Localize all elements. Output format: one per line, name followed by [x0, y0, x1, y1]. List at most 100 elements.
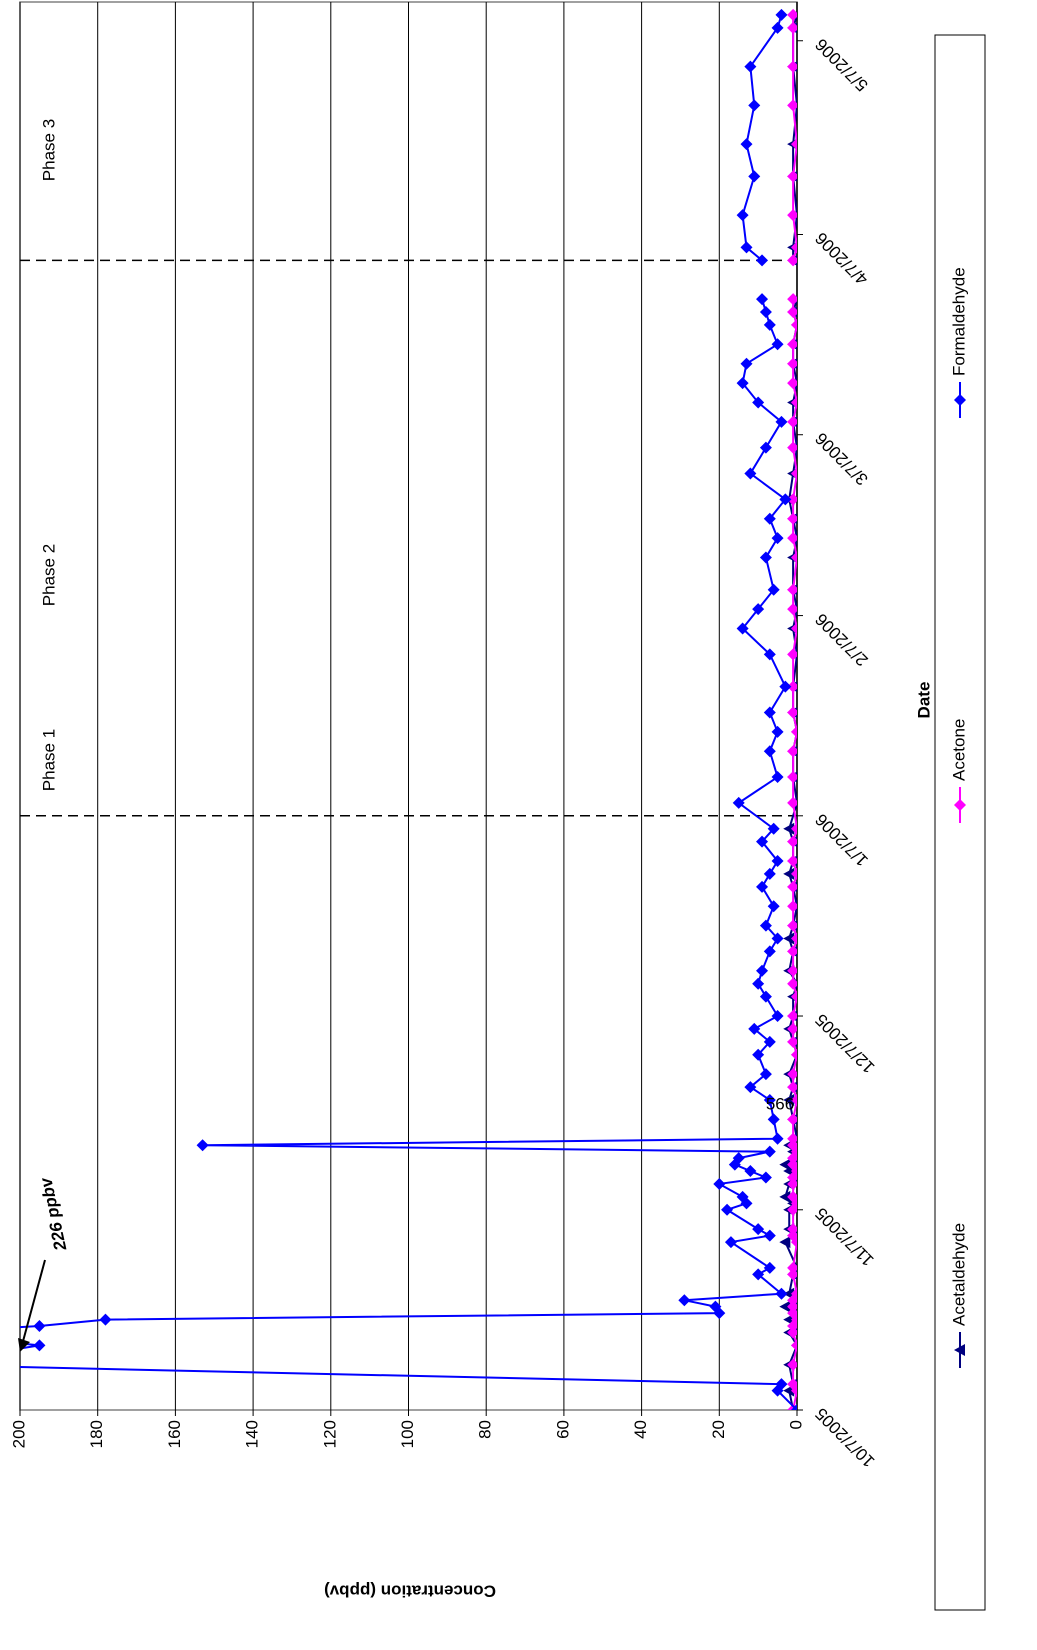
data-point	[771, 932, 784, 945]
data-point	[791, 1287, 797, 1300]
data-point	[791, 1404, 797, 1410]
x-tick-label: 11/7/2005	[812, 1204, 878, 1270]
data-point	[787, 512, 797, 525]
y-tick-label: 180	[87, 1420, 106, 1448]
data-point	[787, 706, 797, 719]
data-point	[787, 1139, 797, 1152]
data-point	[763, 1229, 776, 1242]
data-point	[740, 1197, 753, 1210]
data-point	[783, 867, 795, 880]
data-point	[748, 99, 761, 112]
data-point	[775, 415, 788, 428]
rotated-chart: Date Concentration (ppbv) 0 20 40 60 80 100 12…	[9, 1, 986, 1611]
data-point	[787, 919, 797, 932]
data-point	[791, 725, 797, 738]
data-point	[775, 8, 788, 21]
data-point	[736, 377, 749, 390]
data-point	[787, 441, 797, 454]
data-point	[787, 1177, 797, 1190]
x-tick-label: 12/7/2005	[812, 1010, 879, 1077]
data-point	[787, 1035, 797, 1048]
data-point	[787, 1022, 797, 1035]
annotation-arrowhead	[18, 1338, 30, 1352]
data-point	[787, 209, 797, 222]
data-point	[787, 21, 797, 34]
data-point	[787, 60, 797, 73]
data-point	[740, 138, 753, 151]
data-point	[759, 551, 772, 564]
data-point	[99, 1313, 112, 1326]
data-point	[787, 1229, 797, 1242]
data-point	[791, 1339, 797, 1352]
data-point	[763, 745, 776, 758]
data-point	[763, 1035, 776, 1048]
data-point	[779, 1300, 791, 1313]
data-point	[744, 1081, 757, 1094]
data-point	[756, 293, 769, 306]
y-axis-title: Concentration (ppbv)	[324, 1582, 496, 1601]
data-point	[779, 1236, 791, 1249]
data-point	[771, 21, 784, 34]
data-point	[791, 867, 797, 880]
legend-label: Acetone	[949, 719, 968, 781]
data-point	[771, 725, 784, 738]
data-point	[771, 1132, 784, 1145]
x-tick-label: 2/7/2006	[812, 610, 872, 670]
data-point	[791, 551, 797, 564]
x-axis-title: Date	[914, 682, 933, 719]
data-point	[748, 170, 761, 183]
y-tick-label: 140	[243, 1420, 262, 1448]
data-point	[787, 583, 797, 596]
data-point	[791, 138, 797, 151]
data-point	[740, 241, 753, 254]
data-point	[787, 1326, 797, 1339]
data-point	[759, 1068, 772, 1081]
data-point	[787, 796, 797, 809]
data-point	[787, 1261, 797, 1274]
data-point	[759, 1171, 772, 1184]
data-point	[791, 396, 797, 409]
data-point	[771, 1010, 784, 1023]
data-point	[713, 1177, 726, 1190]
data-point	[763, 706, 776, 719]
y-tick-label: 20	[709, 1420, 728, 1439]
data-point	[787, 855, 797, 868]
data-point	[787, 1378, 797, 1391]
data-point	[787, 99, 797, 112]
y-tick-label: 40	[631, 1420, 650, 1439]
data-point	[767, 822, 780, 835]
data-point	[787, 977, 797, 990]
legend-marker	[954, 1344, 965, 1356]
y-tick-label: 200	[9, 1420, 28, 1448]
data-point	[33, 1339, 46, 1352]
y-tick-label: 0	[786, 1420, 805, 1429]
data-point	[196, 1139, 209, 1152]
data-point	[736, 1190, 749, 1203]
data-point	[763, 1145, 776, 1158]
y-tick-label: 100	[398, 1420, 417, 1448]
data-point	[791, 1048, 797, 1061]
data-point	[787, 377, 797, 390]
data-point	[787, 306, 797, 319]
data-point	[736, 209, 749, 222]
data-point	[756, 964, 769, 977]
data-point	[787, 1081, 797, 1094]
data-point	[33, 1320, 46, 1333]
data-point	[763, 945, 776, 958]
data-point	[791, 1236, 797, 1249]
data-point	[763, 867, 776, 880]
data-point	[779, 680, 792, 693]
data-point	[713, 1307, 726, 1320]
data-point	[791, 1093, 797, 1106]
data-point	[763, 512, 776, 525]
x-tick-label: 3/7/2006	[812, 429, 872, 489]
plot-series	[20, 8, 797, 1410]
phase-label: Phase 1	[39, 729, 58, 791]
data-point	[787, 1300, 797, 1313]
data-point	[787, 771, 797, 784]
data-point	[779, 493, 792, 506]
data-point	[709, 1300, 722, 1313]
data-point	[752, 1223, 765, 1236]
data-point	[767, 900, 780, 913]
data-point	[779, 1190, 791, 1203]
